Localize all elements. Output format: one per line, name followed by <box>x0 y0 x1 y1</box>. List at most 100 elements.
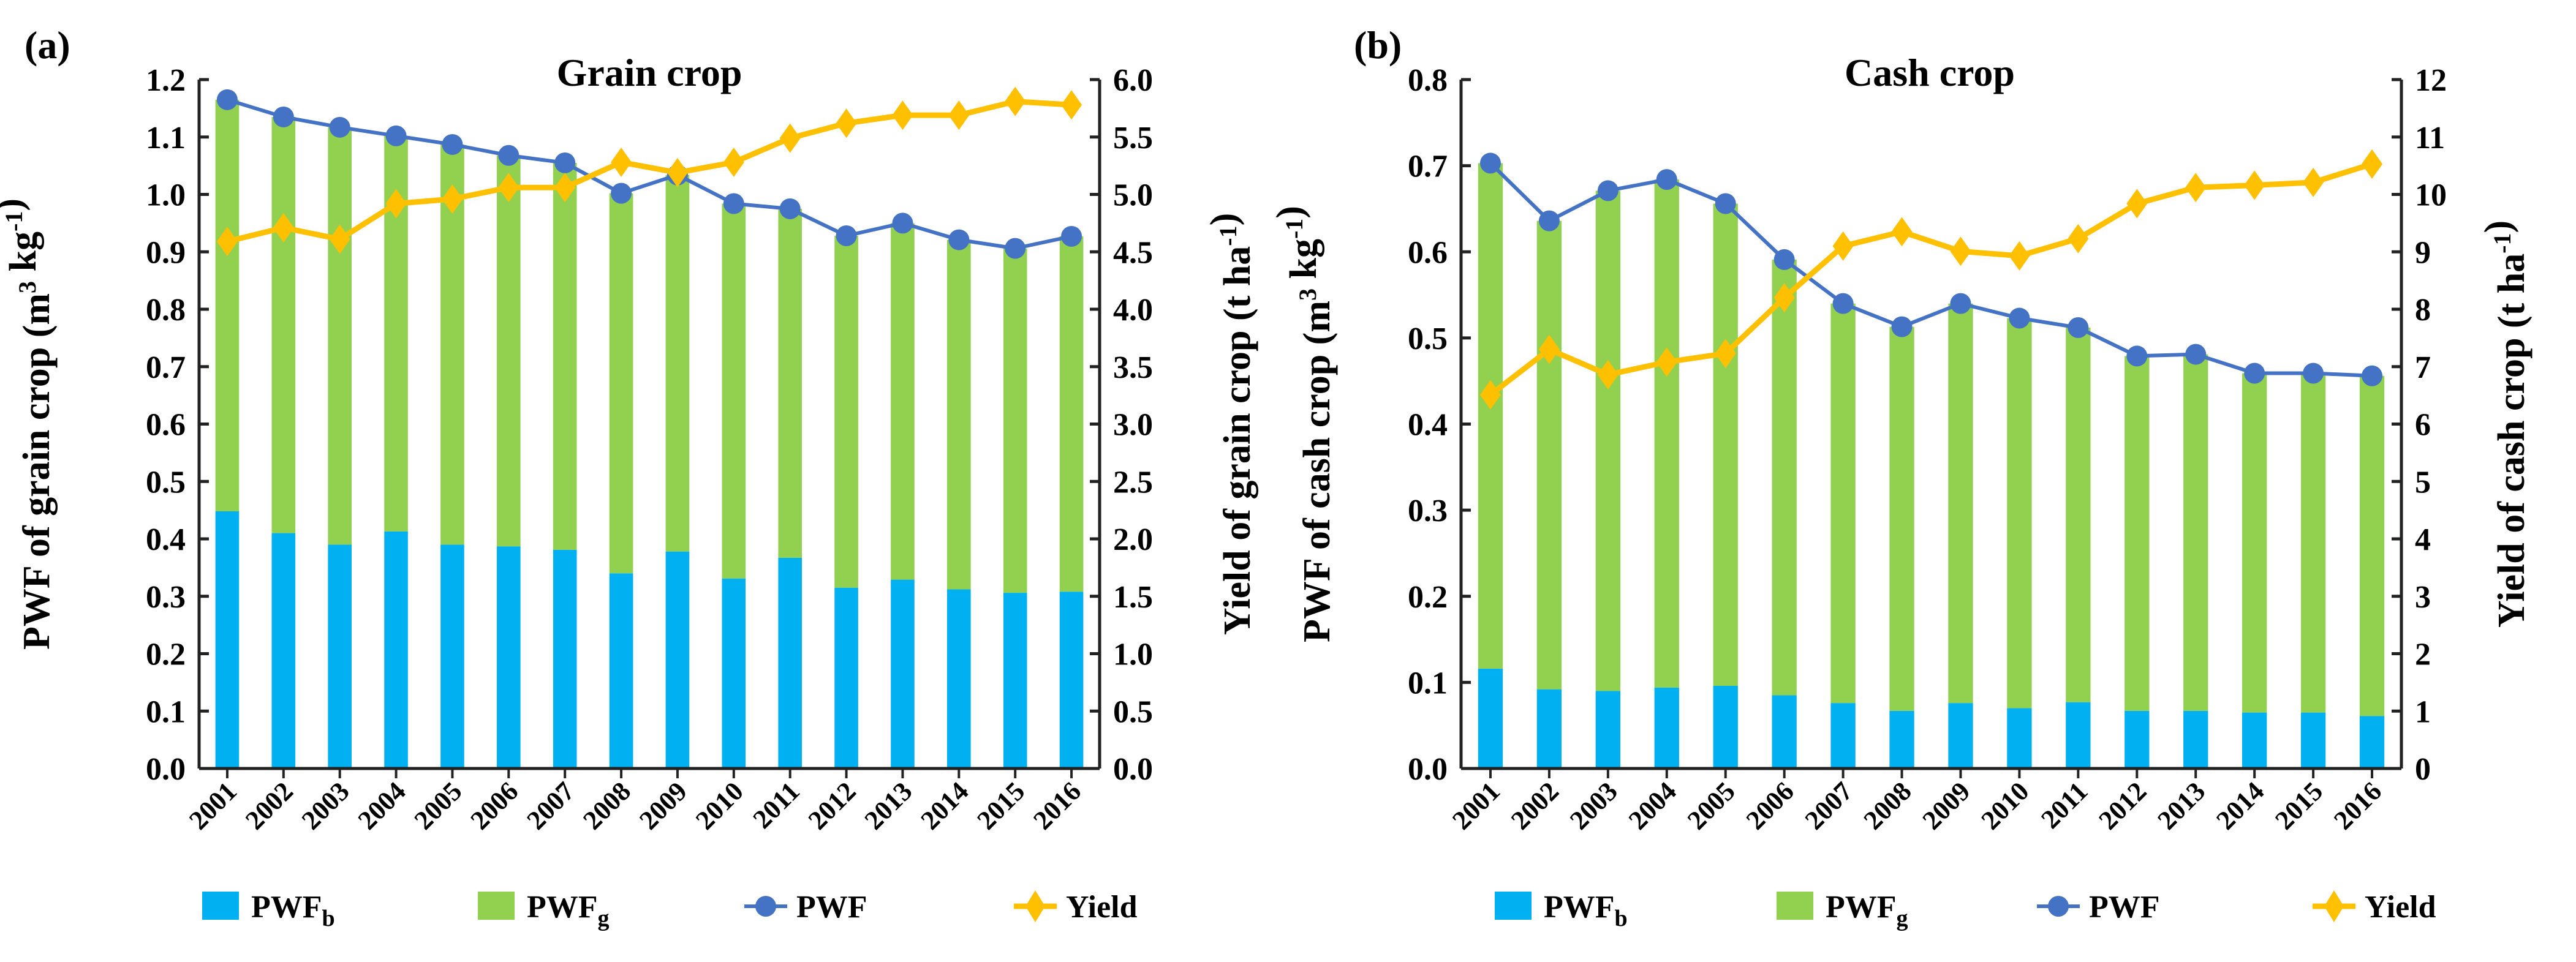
point-pwf <box>892 212 913 234</box>
bar-pwfb <box>497 546 521 768</box>
bar-pwfg <box>2300 373 2326 713</box>
bar-pwfg <box>947 239 971 590</box>
panel-label: (b) <box>1354 23 1402 67</box>
bar-pwfb <box>947 589 971 768</box>
legend-label: PWFg <box>1826 890 1908 931</box>
bar-pwfb <box>1059 592 1084 768</box>
chart-title: Grain crop <box>557 51 742 94</box>
y-tick-label-left: 0.1 <box>146 694 186 729</box>
y-tick-label-right: 1.5 <box>1113 580 1153 615</box>
y-tick-label-left: 0.2 <box>1408 580 1448 615</box>
label-part: ) <box>2477 220 2519 233</box>
bar-pwfg <box>2125 356 2150 711</box>
point-yield <box>1597 359 1618 389</box>
y-tick-label-left: 0.1 <box>1408 666 1448 701</box>
y-axis-label-left: PWF of grain crop (m3 kg-1) <box>0 198 58 650</box>
x-tick-label: 2002 <box>240 776 299 835</box>
point-yield <box>892 100 913 130</box>
bar-pwfb <box>553 549 577 768</box>
y-tick-label-right: 6.0 <box>1113 63 1153 98</box>
y-tick-label-right: 0 <box>2415 752 2431 787</box>
bar-pwfb <box>2359 716 2385 768</box>
legend-item: Yield <box>2313 890 2436 925</box>
point-pwf <box>1891 316 1913 337</box>
y-tick-label-left: 0.0 <box>146 752 186 787</box>
x-tick-label: 2004 <box>1623 776 1682 835</box>
point-pwf <box>216 89 238 110</box>
point-yield <box>1538 334 1560 364</box>
y-tick-label-right: 4.5 <box>1113 235 1153 270</box>
bar-pwfg <box>2242 373 2267 713</box>
line-yield <box>226 99 1072 244</box>
point-pwf <box>836 225 857 246</box>
x-tick-label: 2012 <box>2093 776 2152 835</box>
panel-label: (a) <box>25 23 70 67</box>
superscript: -1 <box>2488 233 2516 253</box>
superscript: 3 <box>1294 288 1321 301</box>
point-yield <box>836 108 857 138</box>
point-yield <box>1005 86 1026 116</box>
bar-pwfg <box>1654 179 1679 688</box>
point-yield <box>1656 347 1677 377</box>
legend-item: PWFg <box>1777 890 1908 931</box>
x-tick-label: 2008 <box>1858 776 1917 835</box>
x-tick-label: 2001 <box>1446 776 1506 835</box>
label-part: ) <box>1203 213 1245 226</box>
x-tick-label: 2012 <box>803 776 862 835</box>
bar-pwfb <box>384 531 408 768</box>
y-tick-label-right: 3 <box>2415 580 2431 615</box>
bar-pwfb <box>271 533 296 768</box>
x-tick-label: 2006 <box>1740 776 1800 835</box>
bar-pwfg <box>215 99 240 511</box>
legend-label: Yield <box>1066 890 1138 925</box>
point-pwf <box>1656 169 1677 190</box>
bar-pwfb <box>2183 710 2208 768</box>
bar-pwfg <box>1889 326 1914 711</box>
y-tick-label-right: 1 <box>2415 694 2431 729</box>
legend-marker-circle <box>2048 896 2069 917</box>
bar-pwfb <box>2125 710 2150 768</box>
bar-pwfg <box>497 155 521 547</box>
point-pwf <box>1005 238 1026 259</box>
legend-label: PWF <box>796 890 867 925</box>
bar-pwfb <box>328 544 352 768</box>
x-tick-label: 2007 <box>521 776 580 835</box>
legend-item: PWF <box>744 890 867 925</box>
point-yield <box>216 227 238 257</box>
point-pwf <box>2068 317 2089 338</box>
bar-pwfb <box>609 573 633 768</box>
point-pwf <box>2303 363 2324 384</box>
bar-pwfb <box>1948 703 1973 768</box>
bar-pwfg <box>553 162 577 550</box>
y-axis-label-left: PWF of cash crop (m3 kg-1) <box>1269 206 1338 642</box>
legend-swatch <box>1777 892 1813 920</box>
legend-subscript: b <box>1615 906 1628 931</box>
legend-item: PWFb <box>1495 890 1628 931</box>
bar-pwfg <box>2359 375 2385 716</box>
legend-subscript: g <box>598 906 610 931</box>
bar-pwfg <box>609 193 633 574</box>
x-tick-label: 2013 <box>859 776 918 835</box>
y-tick-label-right: 6 <box>2415 408 2431 443</box>
y-tick-label-left: 0.6 <box>1408 235 1448 270</box>
bar-pwfb <box>1536 689 1562 768</box>
bar-pwfg <box>778 208 802 558</box>
bar-pwfb <box>1713 686 1738 768</box>
y-tick-label-right: 8 <box>2415 293 2431 328</box>
point-pwf <box>2185 344 2207 365</box>
x-tick-label: 2010 <box>1976 776 2035 835</box>
point-pwf <box>1538 210 1560 231</box>
line-pwf <box>227 97 1072 250</box>
legend-label: PWFg <box>527 890 610 931</box>
legend-swatch <box>202 892 239 920</box>
bar-pwfg <box>1536 220 1562 690</box>
label-part: kg <box>1283 239 1324 288</box>
point-yield <box>442 184 463 214</box>
label-part: ) <box>1269 206 1311 219</box>
x-tick-label: 2003 <box>296 776 355 835</box>
y-tick-label-right: 11 <box>2415 121 2445 156</box>
legend-swatch <box>1495 892 1532 920</box>
point-yield <box>2244 170 2265 200</box>
point-pwf <box>779 198 801 219</box>
